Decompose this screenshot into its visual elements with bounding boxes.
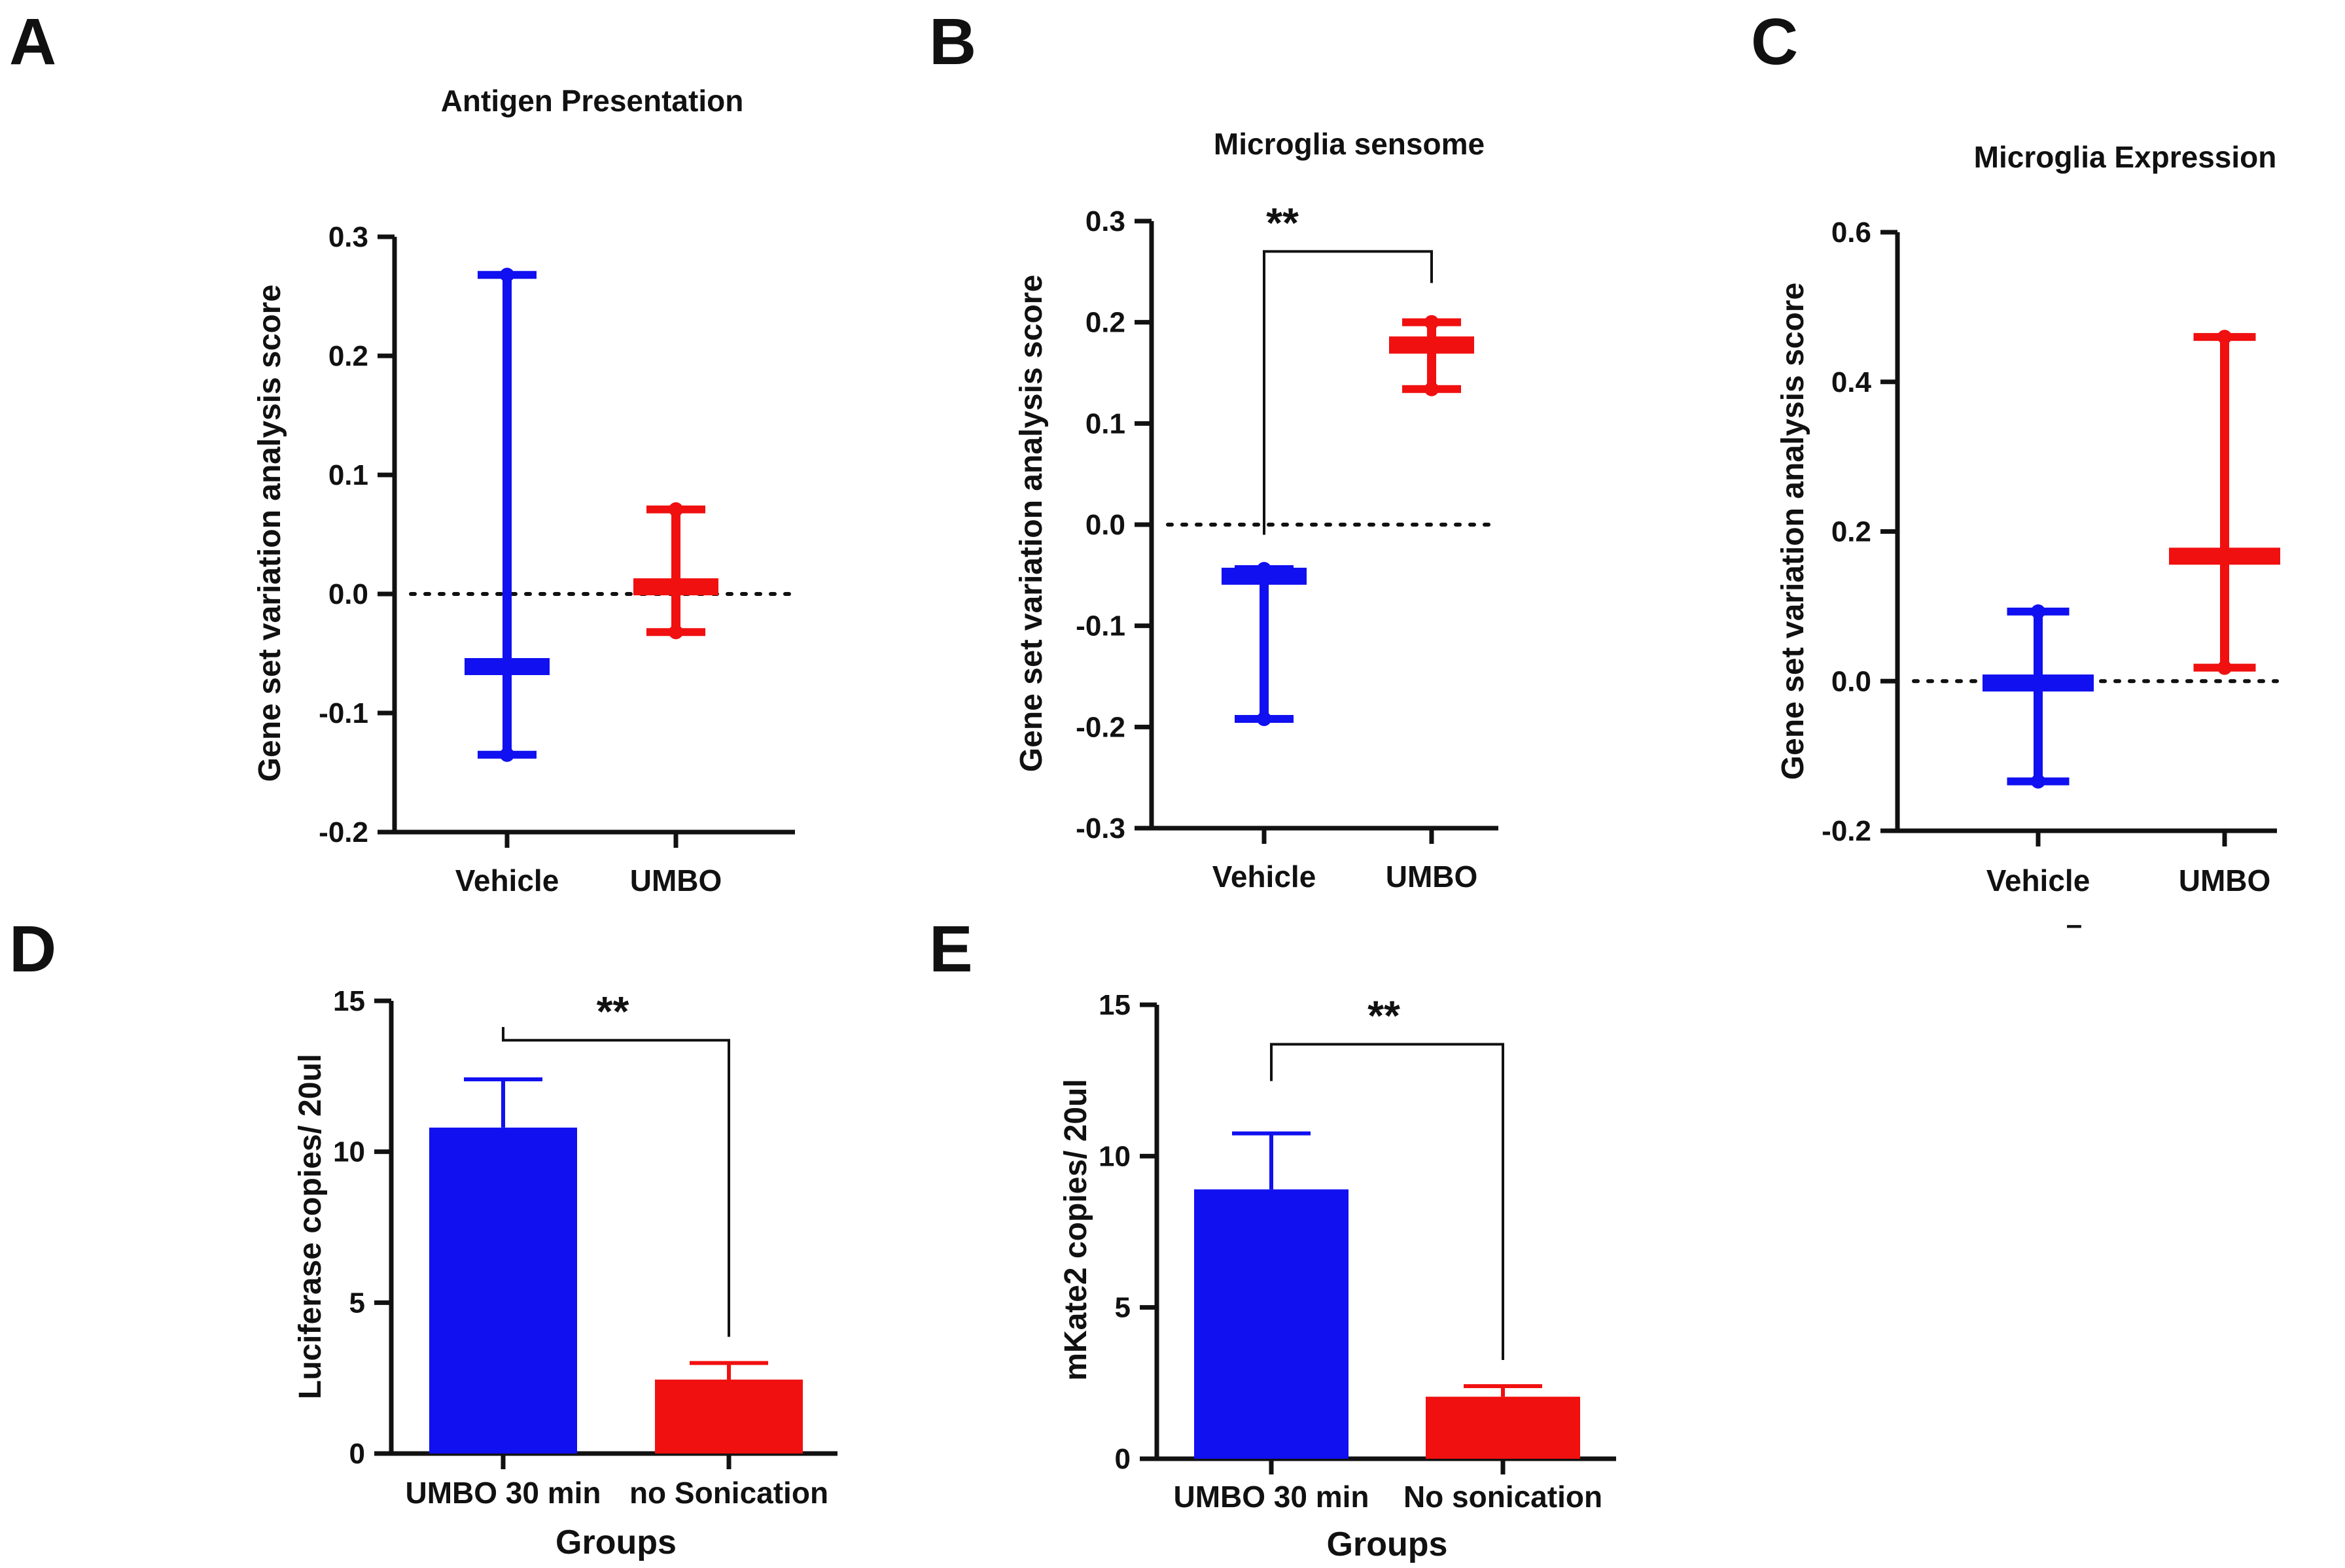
y-tick-label-c: 0.0 — [1831, 665, 1871, 697]
y-axis-label-c: Gene set variation analysis score — [1776, 283, 1810, 780]
chart-title-c: Microglia Expression — [1974, 140, 2277, 174]
x-tick-label-e: UMBO 30 min — [1173, 1480, 1369, 1514]
y-tick-label-a: 0.2 — [328, 340, 368, 372]
panel-label-c: C — [1751, 5, 1798, 78]
significance-marker-b: ** — [1266, 199, 1299, 246]
y-tick-label-b: 0.2 — [1085, 307, 1125, 339]
panel-label-b: B — [929, 5, 976, 78]
x-tick-label-a: UMBO — [630, 863, 722, 897]
x-tick-label-b: UMBO — [1386, 860, 1478, 894]
box-a-vehicle — [465, 658, 550, 676]
panel-label-d: D — [9, 913, 56, 986]
point-min-a-umbo — [669, 625, 683, 640]
box-a-umbo — [633, 578, 718, 596]
point-max-a-umbo — [669, 502, 683, 517]
point-min-b-umbo — [1424, 381, 1439, 396]
y-tick-label-a: 0.0 — [328, 578, 368, 610]
y-tick-label-d: 10 — [333, 1136, 365, 1168]
point-max-c-vehicle — [2031, 604, 2045, 619]
box-b-vehicle — [1222, 567, 1307, 585]
box-c-vehicle — [1983, 674, 2094, 692]
y-tick-label-c: 0.4 — [1831, 366, 1872, 398]
x-tick-label-e: No sonication — [1403, 1480, 1602, 1514]
y-tick-label-c: 0.2 — [1831, 516, 1871, 548]
x-tick-label-c: Vehicle — [1986, 863, 2090, 897]
x-tick-label-b: Vehicle — [1212, 860, 1316, 894]
bar-d-umbo-30-min — [429, 1127, 577, 1454]
x-tick-label-d: no Sonication — [629, 1476, 828, 1510]
y-tick-label-a: -0.1 — [319, 697, 368, 729]
y-axis-label-e: mKate2 copies/ 20ul — [1059, 1079, 1093, 1381]
footnote-c: – — [2066, 909, 2082, 941]
y-tick-label-d: 0 — [349, 1438, 365, 1470]
y-tick-label-b: -0.1 — [1076, 610, 1125, 642]
bar-e-umbo-30-min — [1194, 1189, 1349, 1459]
y-tick-label-a: -0.2 — [319, 816, 368, 848]
y-tick-label-b: 0.3 — [1085, 205, 1125, 237]
y-tick-label-b: 0.1 — [1085, 408, 1125, 440]
y-tick-label-a: 0.1 — [328, 459, 368, 491]
x-axis-label-e: Groups — [1327, 1525, 1448, 1563]
x-axis-label-d: Groups — [555, 1524, 677, 1561]
significance-marker-e: ** — [1367, 992, 1400, 1039]
y-axis-label-a: Gene set variation analysis score — [253, 285, 287, 782]
significance-bracket-b — [1263, 250, 1433, 535]
y-axis-label-d: Luciferase copies/ 20ul — [293, 1054, 328, 1399]
chart-title-a: Antigen Presentation — [441, 84, 744, 118]
panel-label-e: E — [929, 913, 973, 986]
box-c-umbo — [2169, 548, 2280, 565]
y-tick-label-e: 5 — [1115, 1292, 1131, 1324]
y-tick-label-e: 10 — [1099, 1140, 1131, 1172]
significance-bracket-d — [502, 1026, 730, 1337]
y-tick-label-b: 0.0 — [1085, 509, 1125, 541]
y-tick-label-c: 0.6 — [1831, 217, 1871, 249]
point-max-a-vehicle — [500, 268, 514, 283]
y-tick-label-d: 15 — [333, 985, 365, 1017]
box-b-umbo — [1389, 336, 1474, 354]
x-tick-label-d: UMBO 30 min — [405, 1476, 601, 1510]
y-tick-label-c: -0.2 — [1822, 815, 1871, 847]
point-min-a-vehicle — [500, 747, 514, 762]
point-max-b-umbo — [1424, 315, 1439, 330]
significance-marker-d: ** — [597, 988, 629, 1035]
point-max-c-umbo — [2217, 330, 2232, 345]
panel-label-a: A — [9, 5, 56, 78]
y-tick-label-b: -0.3 — [1076, 812, 1125, 845]
y-tick-label-a: 0.3 — [328, 221, 368, 253]
bar-d-no-sonication — [655, 1379, 803, 1454]
chart-title-b: Microglia sensome — [1214, 127, 1485, 161]
point-min-b-vehicle — [1257, 711, 1271, 726]
y-tick-label-d: 5 — [349, 1287, 365, 1319]
y-tick-label-e: 15 — [1099, 989, 1131, 1021]
point-min-c-vehicle — [2031, 774, 2045, 789]
y-tick-label-e: 0 — [1115, 1443, 1131, 1475]
x-tick-label-c: UMBO — [2179, 863, 2271, 897]
y-axis-label-b: Gene set variation analysis score — [1014, 275, 1049, 772]
significance-bracket-e — [1270, 1043, 1504, 1360]
point-min-c-umbo — [2217, 660, 2232, 675]
y-tick-label-b: -0.2 — [1076, 711, 1125, 743]
bar-e-no-sonication — [1426, 1397, 1580, 1459]
x-tick-label-a: Vehicle — [455, 863, 559, 897]
